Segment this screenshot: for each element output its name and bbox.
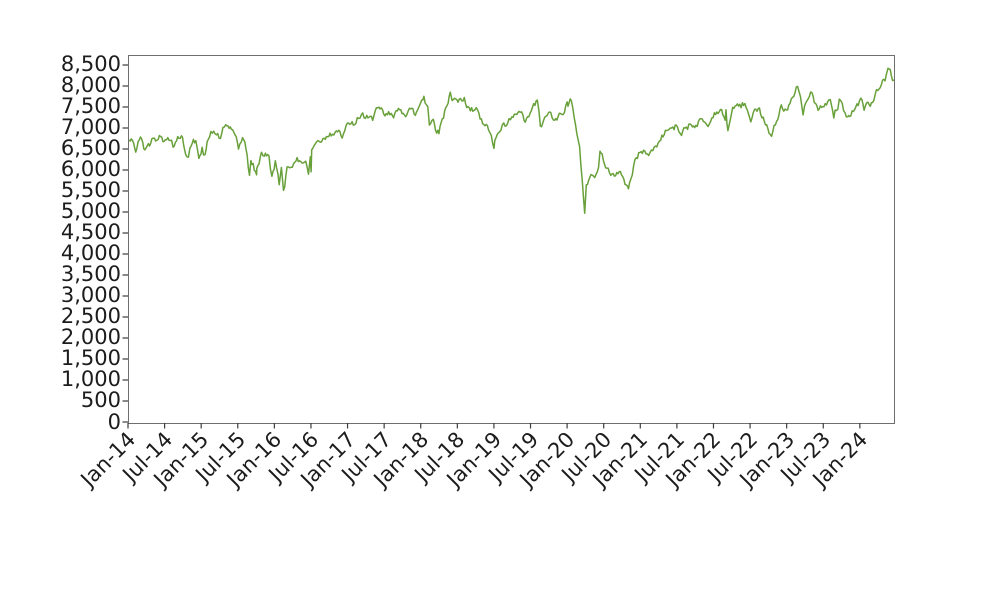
y-axis-tick-label: 8,000 <box>60 73 121 98</box>
y-axis-tick-label: 4,500 <box>60 220 121 245</box>
y-axis-tick-label: 5,000 <box>60 199 121 224</box>
y-axis-tick-label: 7,500 <box>60 94 121 119</box>
y-axis-tick-label: 7,000 <box>60 115 121 140</box>
plot-area <box>128 55 895 424</box>
y-axis-tick-label: 6,500 <box>60 136 121 161</box>
y-axis-tick-label: 6,000 <box>60 157 121 182</box>
y-axis-tick-label: 500 <box>80 388 121 413</box>
y-axis-tick-label: 2,500 <box>60 304 121 329</box>
y-axis-tick-label: 1,000 <box>60 367 121 392</box>
y-axis-tick-label: 3,000 <box>60 283 121 308</box>
y-axis-tick-label: 0 <box>107 409 121 434</box>
y-axis-tick-label: 1,500 <box>60 346 121 371</box>
y-axis-tick-label: 4,000 <box>60 241 121 266</box>
line-chart <box>129 67 894 214</box>
y-axis-tick-label: 3,500 <box>60 262 121 287</box>
y-axis-tick-label: 2,000 <box>60 325 121 350</box>
y-axis-tick-label: 8,500 <box>60 52 121 77</box>
y-axis-tick-label: 5,500 <box>60 178 121 203</box>
price-line-series <box>129 67 894 214</box>
